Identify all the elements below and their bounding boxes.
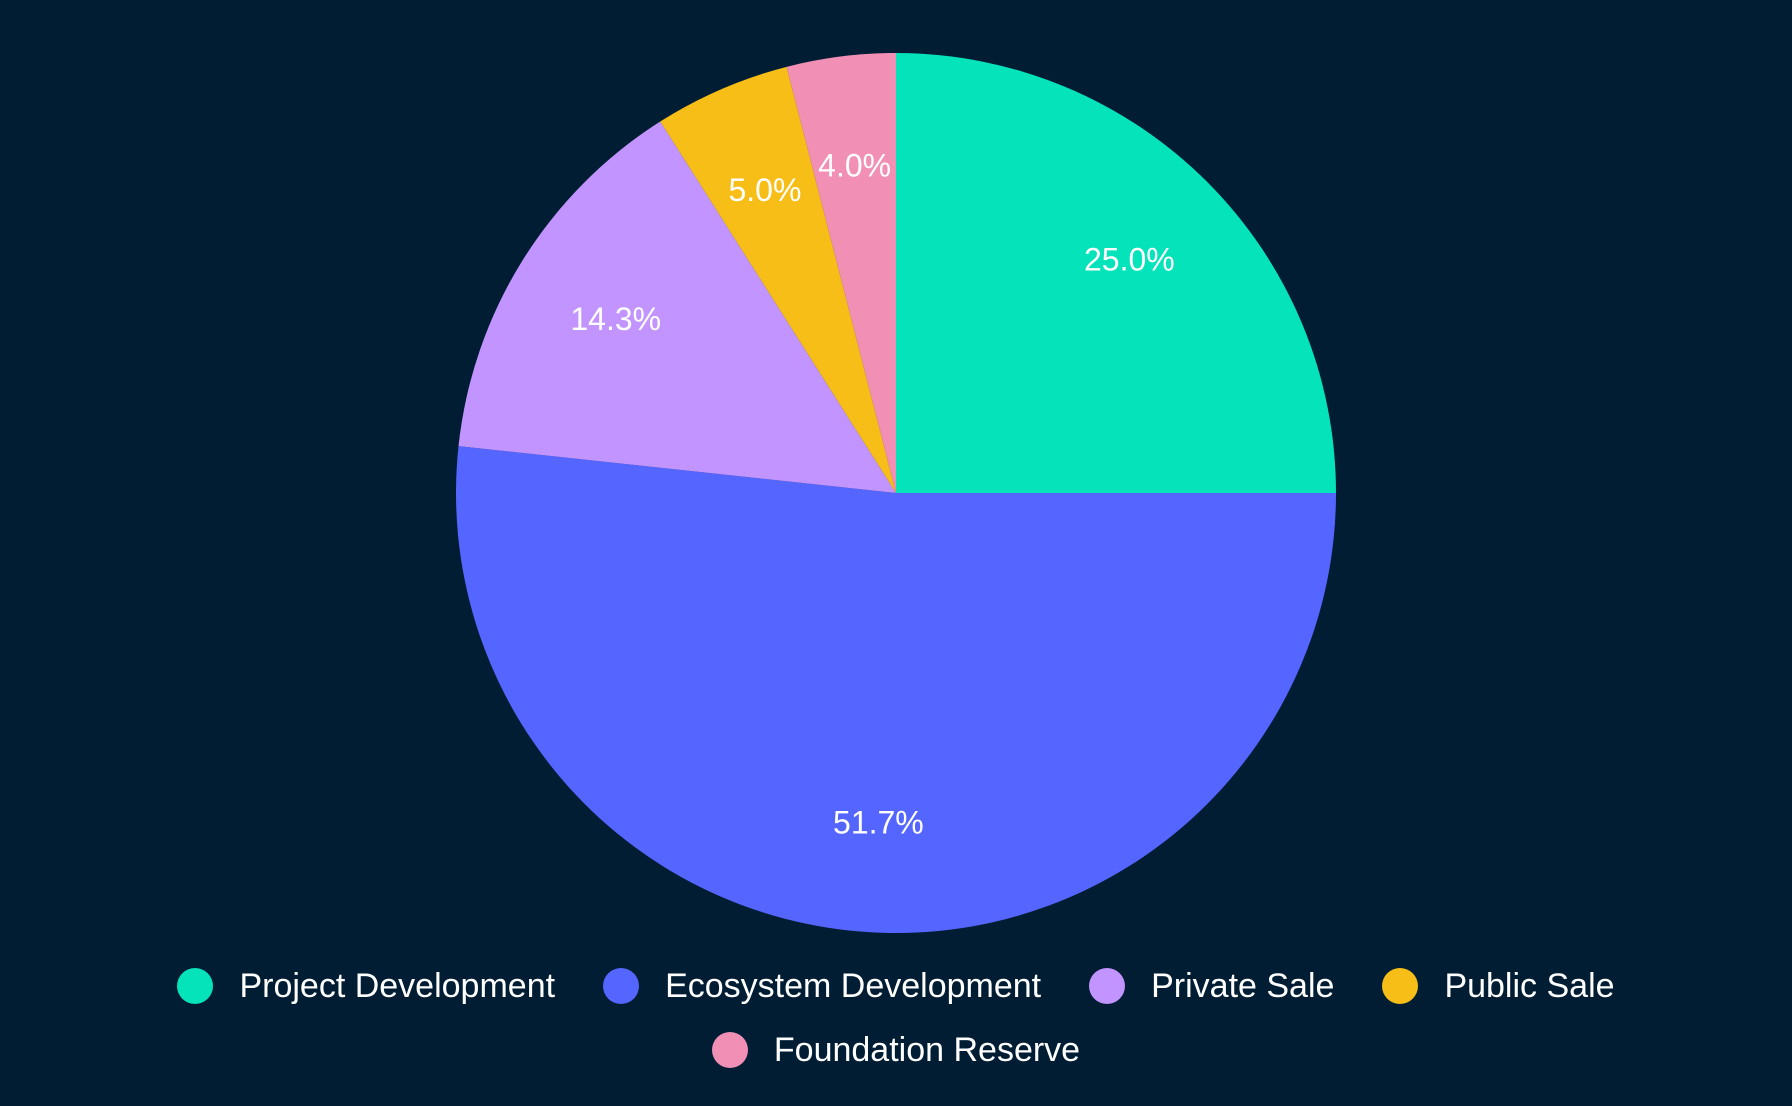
legend-dot-icon xyxy=(603,968,640,1004)
pie-slice-project-development[interactable] xyxy=(896,53,1336,493)
legend-label: Public Sale xyxy=(1444,966,1615,1005)
pie-chart: 25.0% 51.7% 14.3% 5.0% 4.0% xyxy=(456,53,1337,934)
pie-slice-public-sale[interactable] xyxy=(660,66,896,493)
slice-label: 51.7% xyxy=(833,805,924,841)
slice-label: 4.0% xyxy=(818,148,891,184)
legend-dot-icon xyxy=(1382,968,1419,1004)
pie-slice-ecosystem-development[interactable] xyxy=(456,446,1337,934)
legend-label: Private Sale xyxy=(1151,966,1335,1005)
legend-label: Project Development xyxy=(239,966,556,1005)
legend-item[interactable]: Project Development xyxy=(177,962,555,1010)
pie-slice-foundation-reserve[interactable] xyxy=(786,53,896,493)
pie-slice-private-sale[interactable] xyxy=(458,121,896,493)
slice-label: 14.3% xyxy=(570,301,661,337)
legend: Project Development Ecosystem Development… xyxy=(100,962,1692,1074)
legend-item[interactable]: Public Sale xyxy=(1382,962,1615,1010)
legend-item[interactable]: Ecosystem Development xyxy=(603,962,1041,1010)
legend-item[interactable]: Private Sale xyxy=(1089,962,1334,1010)
legend-dot-icon xyxy=(1089,968,1126,1004)
legend-item[interactable]: Foundation Reserve xyxy=(711,1026,1081,1074)
legend-label: Foundation Reserve xyxy=(773,1030,1081,1069)
legend-dot-icon xyxy=(711,1032,748,1068)
legend-label: Ecosystem Development xyxy=(665,966,1042,1005)
legend-dot-icon xyxy=(177,968,214,1004)
slice-label: 25.0% xyxy=(1084,242,1175,278)
slice-label: 5.0% xyxy=(728,172,801,208)
